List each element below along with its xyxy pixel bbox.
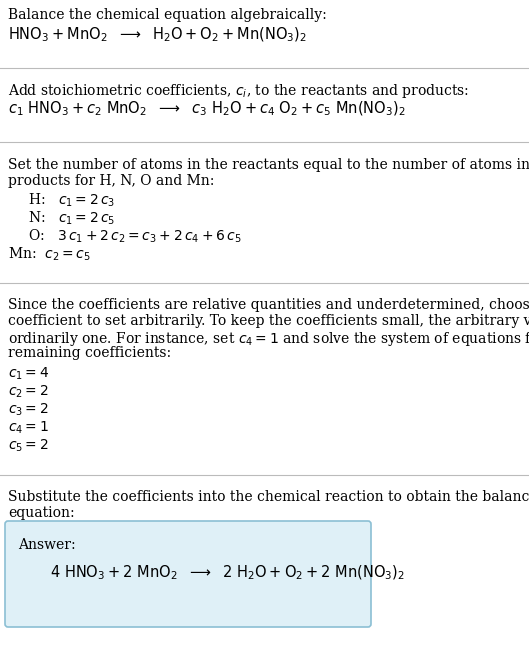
Text: N:   $c_1 = 2\,c_5$: N: $c_1 = 2\,c_5$	[28, 210, 115, 227]
Text: $c_4 = 1$: $c_4 = 1$	[8, 420, 49, 436]
Text: remaining coefficients:: remaining coefficients:	[8, 346, 171, 360]
Text: Answer:: Answer:	[18, 538, 76, 552]
Text: Mn:  $c_2 = c_5$: Mn: $c_2 = c_5$	[8, 246, 91, 263]
Text: $c_1\ \mathrm{HNO_3} + c_2\ \mathrm{MnO_2}$  $\longrightarrow$  $c_3\ \mathrm{H_: $c_1\ \mathrm{HNO_3} + c_2\ \mathrm{MnO_…	[8, 100, 406, 118]
Text: products for H, N, O and Mn:: products for H, N, O and Mn:	[8, 174, 214, 188]
Text: Add stoichiometric coefficients, $c_i$, to the reactants and products:: Add stoichiometric coefficients, $c_i$, …	[8, 82, 469, 100]
Text: O:   $3\,c_1 + 2\,c_2 = c_3 + 2\,c_4 + 6\,c_5$: O: $3\,c_1 + 2\,c_2 = c_3 + 2\,c_4 + 6\,…	[28, 228, 242, 245]
Text: ordinarily one. For instance, set $c_4 = 1$ and solve the system of equations fo: ordinarily one. For instance, set $c_4 =…	[8, 330, 529, 348]
Text: $c_5 = 2$: $c_5 = 2$	[8, 438, 49, 454]
Text: $c_2 = 2$: $c_2 = 2$	[8, 384, 49, 400]
Text: $4\ \mathrm{HNO_3} + 2\ \mathrm{MnO_2}$  $\longrightarrow$  $2\ \mathrm{H_2O} + : $4\ \mathrm{HNO_3} + 2\ \mathrm{MnO_2}$ …	[50, 564, 405, 582]
Text: $\mathrm{HNO_3 + MnO_2}$  $\longrightarrow$  $\mathrm{H_2O + O_2 + Mn(NO_3)_2}$: $\mathrm{HNO_3 + MnO_2}$ $\longrightarro…	[8, 26, 307, 45]
Text: Balance the chemical equation algebraically:: Balance the chemical equation algebraica…	[8, 8, 327, 22]
Text: Since the coefficients are relative quantities and underdetermined, choose a: Since the coefficients are relative quan…	[8, 298, 529, 312]
Text: Substitute the coefficients into the chemical reaction to obtain the balanced: Substitute the coefficients into the che…	[8, 490, 529, 504]
Text: $c_1 = 4$: $c_1 = 4$	[8, 366, 49, 382]
Text: coefficient to set arbitrarily. To keep the coefficients small, the arbitrary va: coefficient to set arbitrarily. To keep …	[8, 314, 529, 328]
Text: H:   $c_1 = 2\,c_3$: H: $c_1 = 2\,c_3$	[28, 192, 115, 210]
Text: Set the number of atoms in the reactants equal to the number of atoms in the: Set the number of atoms in the reactants…	[8, 158, 529, 172]
FancyBboxPatch shape	[5, 521, 371, 627]
Text: $c_3 = 2$: $c_3 = 2$	[8, 402, 49, 419]
Text: equation:: equation:	[8, 506, 75, 520]
